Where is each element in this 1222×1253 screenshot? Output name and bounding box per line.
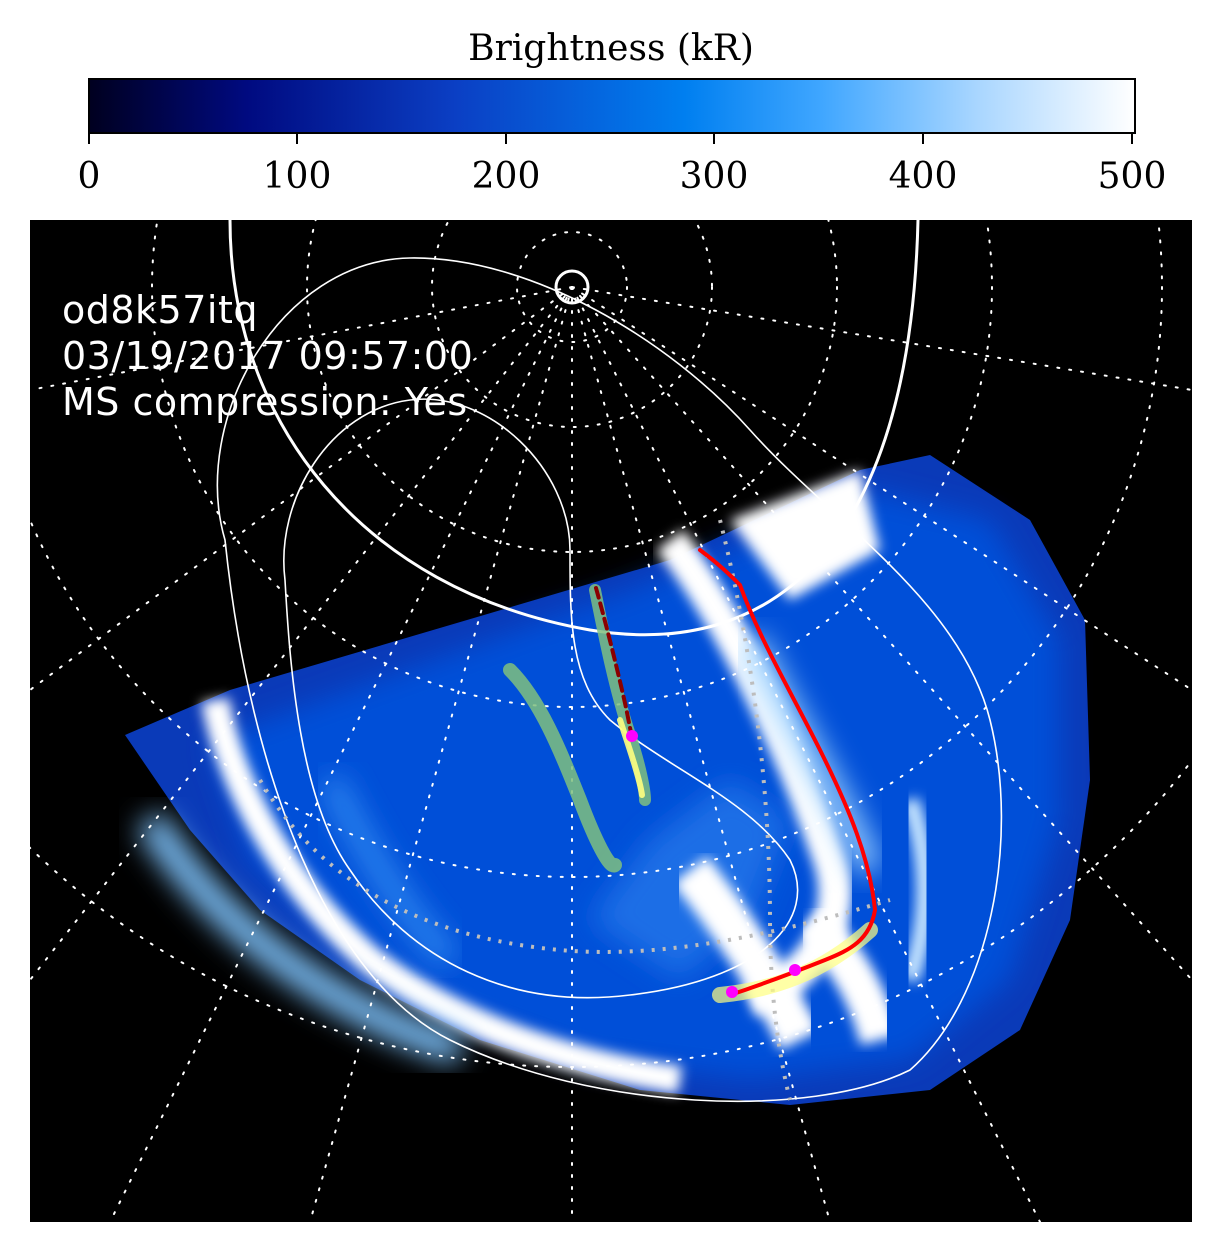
colorbar-tick [713, 132, 715, 144]
colorbar-tick-label: 400 [888, 156, 958, 197]
colorbar-tick-label: 100 [262, 156, 332, 197]
aurora-image-panel: od8k57itq 03/19/2017 09:57:00 MS compres… [30, 220, 1192, 1222]
colorbar [88, 78, 1136, 134]
compression-status: MS compression: Yes [62, 380, 468, 424]
colorbar-tick [296, 132, 298, 144]
footprint-track [258, 519, 891, 1101]
colorbar-tick-label: 0 [77, 156, 101, 197]
coordinate-grid [30, 220, 1192, 1222]
colorbar-tick-label: 300 [679, 156, 749, 197]
aurora-image [30, 220, 1192, 1222]
aurora-emission [125, 455, 1090, 1105]
colorbar-tick [1131, 132, 1133, 144]
observation-datetime: 03/19/2017 09:57:00 [62, 334, 474, 378]
field-line-traces [594, 548, 877, 997]
colorbar-tick [505, 132, 507, 144]
colorbar-tick [88, 132, 90, 144]
colorbar-title: Brightness (kR) [468, 28, 754, 69]
colorbar-tick [922, 132, 924, 144]
colorbar-tick-label: 500 [1097, 156, 1167, 197]
observation-id: od8k57itq [62, 288, 258, 332]
colorbar-tick-label: 200 [471, 156, 541, 197]
footprint-markers [626, 730, 801, 998]
planet-limb [228, 220, 920, 637]
